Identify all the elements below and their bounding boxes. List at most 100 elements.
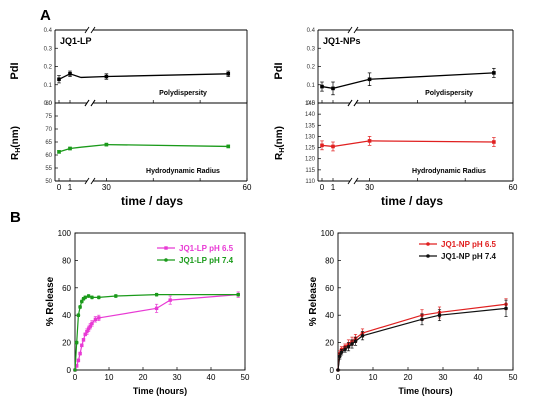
series-line [332,78,370,90]
x-tick-label: 0 [336,373,341,382]
axis-break-mark [353,26,359,34]
x-tick-label: 50 [509,373,518,382]
y-tick-label: 110 [305,179,315,185]
data-point [168,298,172,302]
plot-frame [337,232,514,371]
legend-label: JQ1-NP pH 7.4 [441,252,497,261]
axis-break-mark [347,99,353,107]
data-point [88,324,92,328]
data-point [86,327,91,331]
series-line [321,85,334,90]
y-tick-label: 0.0 [307,101,316,107]
y-tick-label: 80 [45,101,52,107]
data-point [504,306,508,311]
y-tick-label: 20 [325,339,334,348]
x-tick-label: 40 [474,373,483,382]
x-tick-label: 10 [369,373,378,382]
axis-break-mark [84,177,90,185]
y-tick-label: 40 [62,311,71,320]
x-tick-label: 0 [73,373,78,382]
data-point [80,299,84,304]
data-point [367,77,372,82]
data-point [343,347,347,352]
x-tick-label: 10 [105,373,114,382]
data-point [331,144,335,149]
x-tick-label: 40 [207,373,216,382]
x-axis-label: Time (hours) [398,386,452,396]
data-point [68,72,72,76]
data-point [320,84,324,89]
data-point [339,350,344,354]
legend-label: JQ1-LP pH 6.5 [179,244,234,253]
axis-break-mark [84,26,90,34]
y-tick-label: 20 [62,339,71,348]
plot-frame [74,232,246,371]
y-tick-label: 0.0 [44,101,53,107]
y-tick-label: 0.3 [44,46,53,52]
x-axis-label: time / days [381,194,443,208]
panel-annotation: Hydrodynamic Radius [412,168,486,175]
series-line [369,140,494,143]
data-point [350,342,354,346]
y-tick-label: 0.2 [44,65,53,71]
data-point [353,339,358,344]
y-axis-label: PdI [9,62,21,79]
series-line [106,73,229,78]
y-tick-label: 0.2 [307,65,316,71]
x-tick-label: 1 [68,183,73,192]
data-point [85,329,89,334]
y-tick-label: 75 [45,114,52,120]
y-tick-label: 0 [330,366,335,375]
y-axis-label: RH(nm) [10,126,22,160]
data-point [492,140,496,144]
panel-title: JQ1-NPs [323,36,361,46]
y-tick-label: 60 [62,284,71,293]
legend-marker [164,246,168,250]
y-axis-label: % Release [45,276,56,326]
x-tick-label: 30 [365,183,374,192]
legend-marker [426,254,430,258]
x-tick-label: 30 [439,373,448,382]
data-point [83,295,87,300]
data-point [78,351,82,356]
y-tick-label: 55 [45,166,52,172]
y-tick-label: 135 [305,123,316,129]
data-point [104,74,109,79]
data-point [73,368,77,372]
y-tick-label: 140 [305,112,316,118]
legend-label: JQ1-NP pH 6.5 [441,240,497,249]
data-point [226,72,231,76]
y-tick-label: 145 [305,101,316,107]
panel-title: JQ1-LP [60,36,92,46]
x-tick-label: 20 [404,373,413,382]
panel-annotation: Hydrodynamic Radius [146,168,220,175]
panel-label-b: B [10,209,21,226]
axis-break-mark [90,99,96,107]
y-axis-label: PdI [273,62,285,79]
x-tick-label: 60 [243,183,252,192]
axis-break-mark [347,177,353,185]
x-tick-label: 60 [509,183,518,192]
axis-break-mark [84,99,90,107]
y-tick-label: 0.3 [307,46,316,52]
y-tick-label: 80 [325,256,334,265]
data-point [68,146,72,151]
x-tick-label: 50 [241,373,250,382]
data-point [74,340,79,345]
data-point [81,338,86,342]
legend-marker [426,242,430,246]
data-point [492,71,496,75]
y-tick-label: 60 [325,284,334,293]
data-point [57,150,61,154]
data-point [320,143,324,148]
axis-break-mark [353,177,359,185]
data-point [336,368,340,372]
data-point [78,305,82,309]
y-tick-label: 100 [58,229,72,238]
y-tick-label: 0.1 [307,83,316,89]
y-tick-label: 100 [321,229,335,238]
data-point [57,77,61,82]
data-point [154,292,159,297]
data-point [80,343,84,348]
y-tick-label: 70 [45,127,52,133]
